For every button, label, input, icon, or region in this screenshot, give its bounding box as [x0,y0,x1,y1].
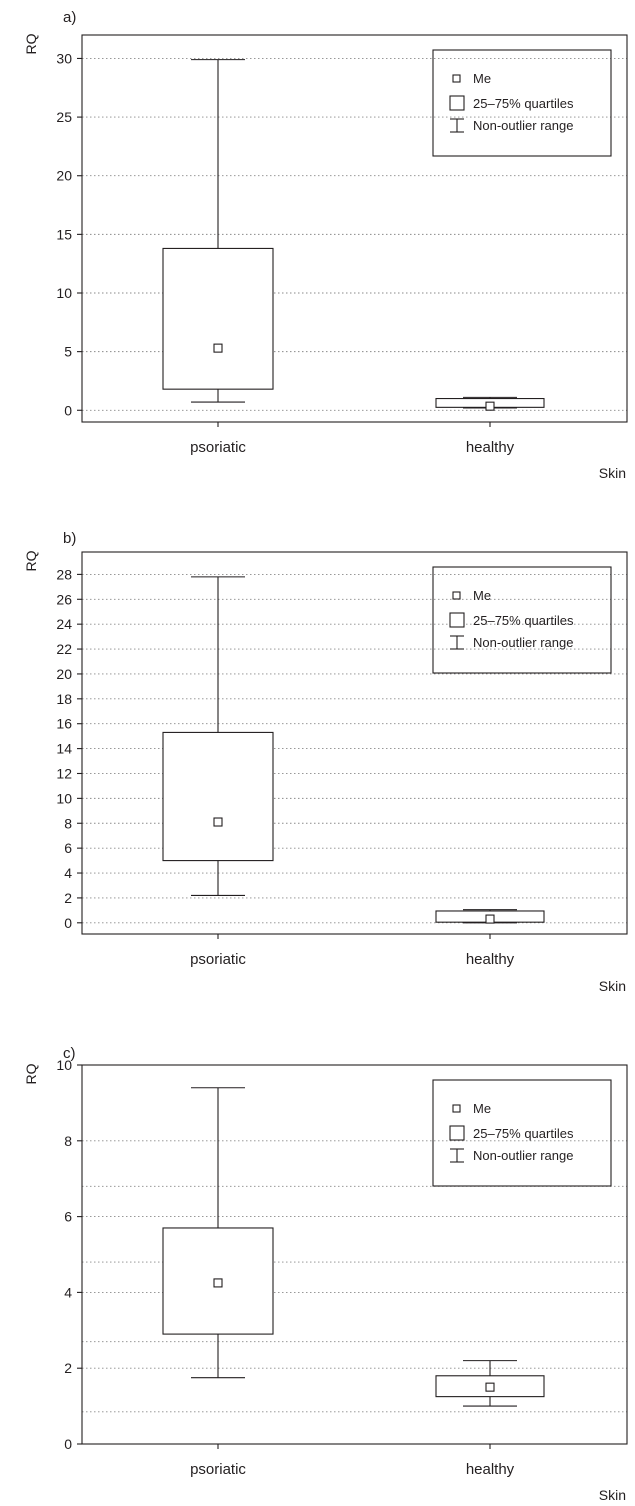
x-tick-label-healthy: healthy [466,439,515,456]
y-tick-label: 5 [64,344,72,360]
y-tick-label: 6 [64,840,72,856]
y-tick-label: 28 [56,566,72,582]
y-tick-label: 24 [56,616,72,632]
x-axis-label: Skin [599,465,626,481]
median-marker [485,401,495,411]
plot-frame [81,1064,628,1445]
quartile-box [162,731,274,862]
y-tick-label: 16 [56,716,72,732]
y-tick-label: 18 [56,691,72,707]
y-tick-label: 0 [64,402,72,418]
chart-panel-a: 0 5 10 15 20 25 30 psoriatic healthy RQ Skin a) Me 25… [23,9,628,481]
box-psoriatic [162,59,274,403]
x-axis-label: Skin [599,1487,626,1503]
legend-median-symbol [452,591,461,600]
legend-frame [432,1079,612,1187]
panel-label: b) [63,530,76,547]
legend-entry-quartiles: 25–75% quartiles [473,96,574,111]
x-tick-label-psoriatic: psoriatic [190,951,246,968]
legend-entry-me: Me [473,71,491,86]
y-tick-label: 20 [56,168,72,184]
y-tick-label: 8 [64,815,72,831]
legend: Me 25–75% quartiles Non-outlier range [432,49,612,157]
x-axis-label: Skin [599,978,626,994]
y-tick-label: 10 [56,1057,72,1073]
legend-median-symbol [452,74,461,83]
panel-label: a) [63,9,76,26]
y-tick-label: 2 [64,1360,72,1376]
y-tick-label: 6 [64,1209,72,1225]
legend: Me 25–75% quartiles Non-outlier range [432,566,612,674]
y-tick-label: 25 [56,109,72,125]
legend-median-symbol [452,1104,461,1113]
y-tick-label: 2 [64,890,72,906]
x-tick-label-psoriatic: psoriatic [190,1461,246,1478]
y-tick-label: 26 [56,591,72,607]
legend-entry-quartiles: 25–75% quartiles [473,1126,574,1141]
y-axis-label: RQ [23,550,39,571]
x-tick-label-psoriatic: psoriatic [190,439,246,456]
median-marker [485,1382,495,1392]
y-tick-label: 10 [56,790,72,806]
box-psoriatic [162,576,274,896]
y-tick-label: 15 [56,226,72,242]
y-tick-label: 14 [56,741,72,757]
y-axis-label: RQ [23,33,39,54]
legend-entry-range: Non-outlier range [473,635,573,650]
legend-box-symbol [449,95,465,111]
legend-entry-me: Me [473,1101,491,1116]
median-marker [485,914,495,924]
median-marker [213,817,223,827]
median-marker [213,1278,223,1288]
legend: Me 25–75% quartiles Non-outlier range [432,1079,612,1187]
legend-entry-range: Non-outlier range [473,118,573,133]
x-tick-label-healthy: healthy [466,951,515,968]
x-tick-label-healthy: healthy [466,1461,515,1478]
legend-entry-quartiles: 25–75% quartiles [473,613,574,628]
y-tick-label: 22 [56,641,72,657]
y-axis-label: RQ [23,1063,39,1084]
median-marker [213,343,223,353]
y-tick-label: 4 [64,1284,72,1300]
y-tick-label: 30 [56,50,72,66]
box-healthy [435,909,545,924]
legend-frame [432,566,612,674]
y-tick-label: 0 [64,1436,72,1452]
y-tick-label: 0 [64,915,72,931]
panel-label: c) [63,1045,76,1062]
legend-box-symbol [449,612,465,628]
y-tick-label: 20 [56,666,72,682]
legend-frame [432,49,612,157]
y-tick-label: 10 [56,285,72,301]
legend-entry-me: Me [473,588,491,603]
legend-entry-range: Non-outlier range [473,1148,573,1163]
quartile-box [162,247,274,390]
y-tick-label: 8 [64,1133,72,1149]
plot-frame [81,34,628,423]
y-tick-label: 12 [56,765,72,781]
y-tick-label: 4 [64,865,72,881]
box-healthy [435,396,545,411]
box-psoriatic [162,1087,274,1379]
legend-box-symbol [449,1125,465,1141]
box-healthy [435,1360,545,1407]
plot-frame [81,551,628,935]
chart-panel-c: 0 2 4 6 8 10 psoriatic healthy RQ Skin c) Me 25–75% … [23,1045,628,1503]
